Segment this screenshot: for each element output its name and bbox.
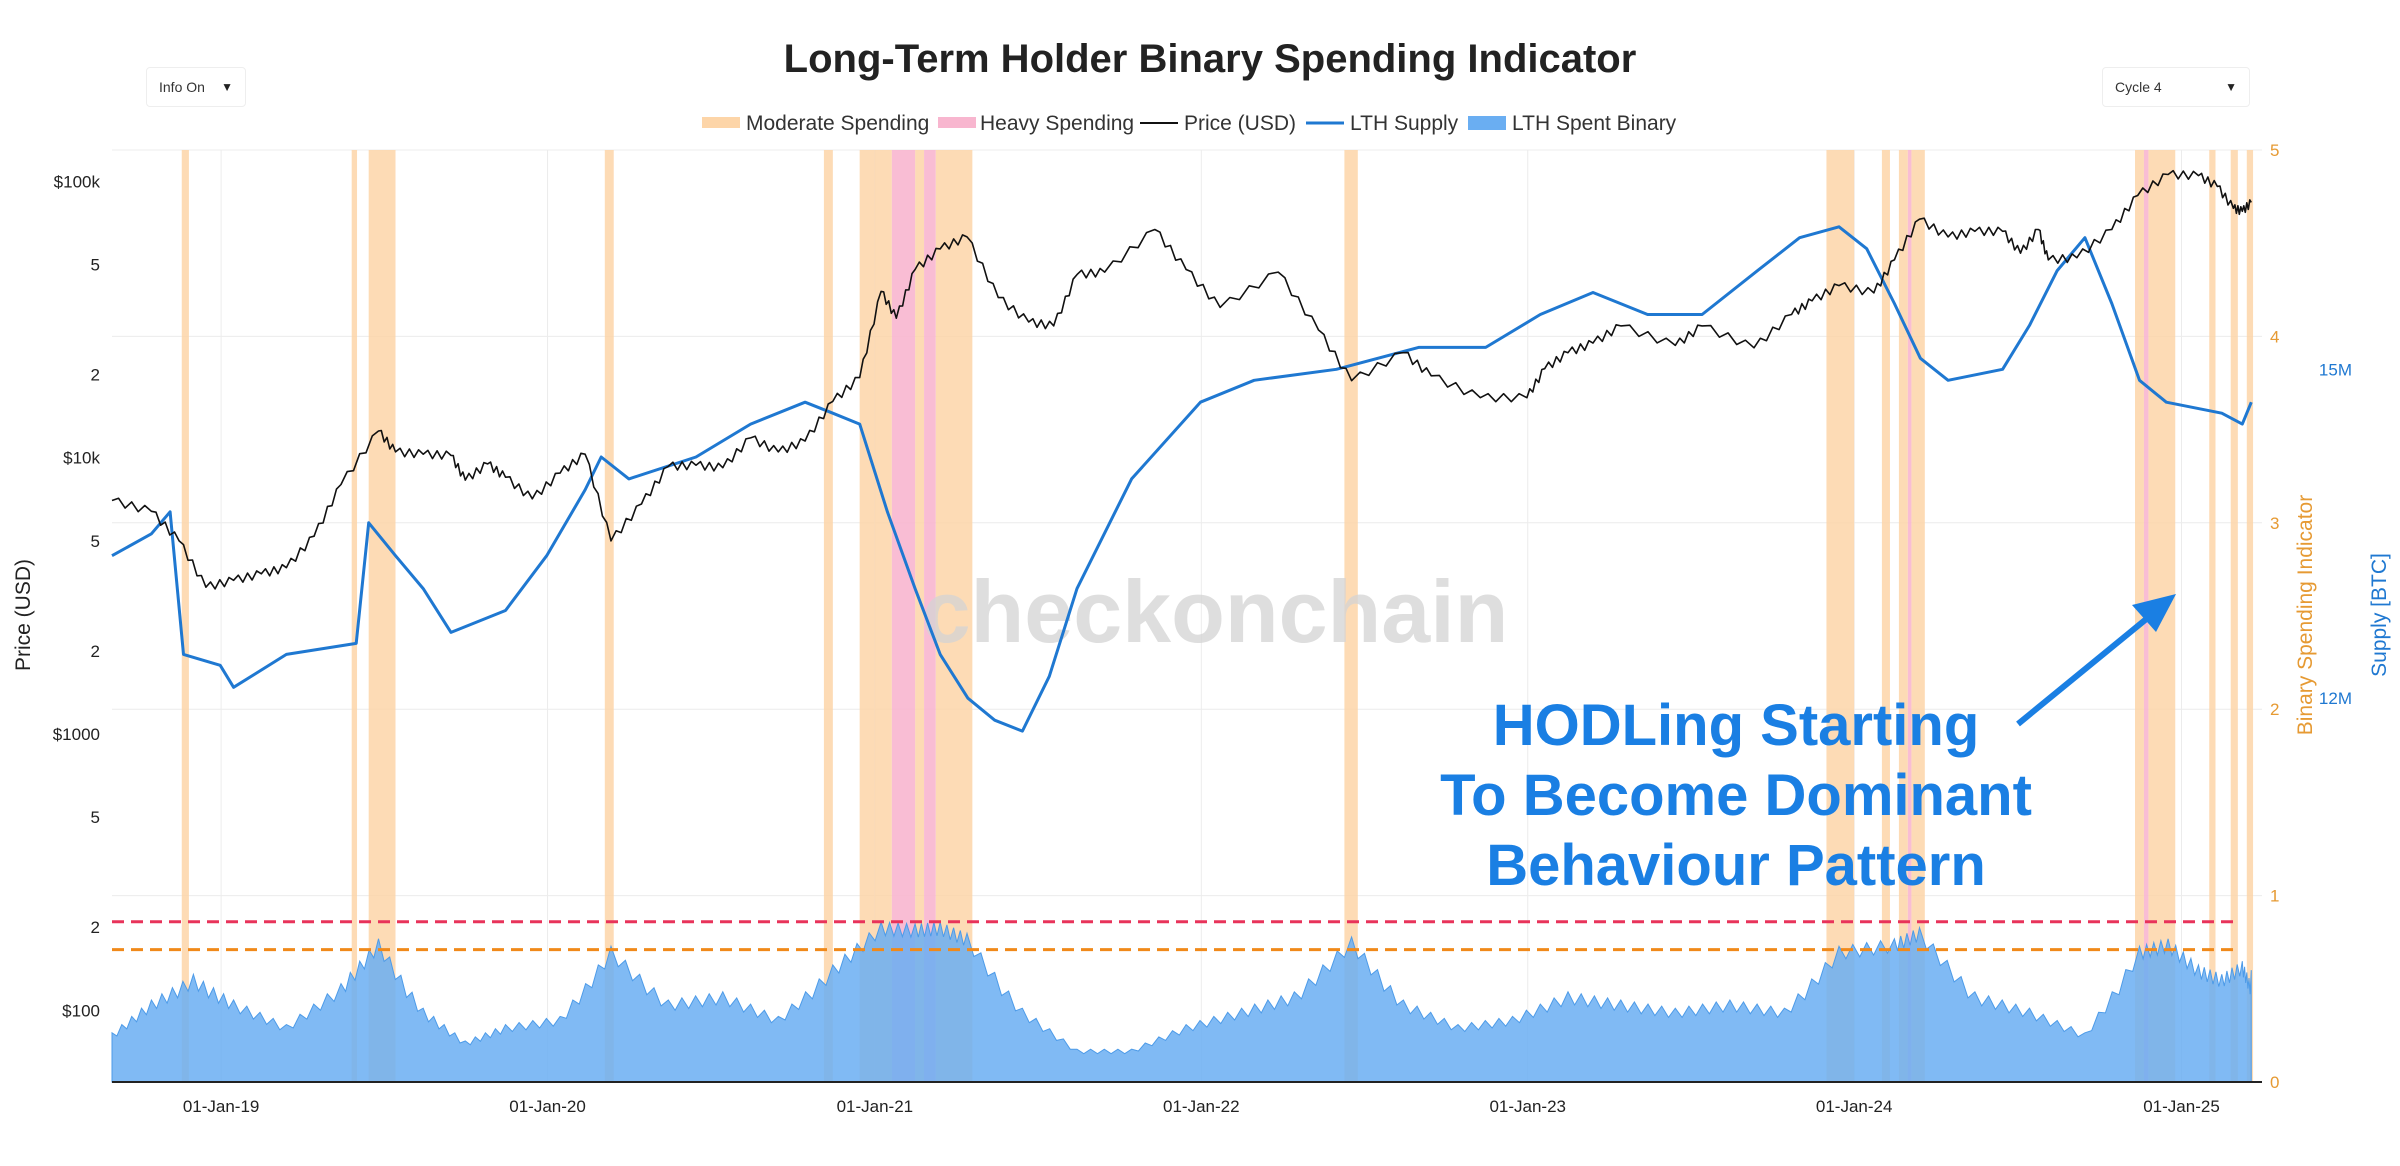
heavy-spending-band bbox=[891, 150, 916, 1082]
chevron-down-icon: ▼ bbox=[2225, 80, 2237, 94]
left-tick-label: 2 bbox=[91, 642, 100, 661]
left-tick-label: 5 bbox=[91, 256, 100, 275]
right-axis-title-binary: Binary Spending Indicator bbox=[2294, 495, 2317, 736]
price-line bbox=[111, 169, 2252, 590]
left-tick-label: $100k bbox=[54, 172, 101, 191]
legend-label-lth-spent-binary: LTH Spent Binary bbox=[1512, 112, 1677, 135]
right-binary-tick-label: 3 bbox=[2270, 514, 2279, 533]
chevron-down-icon: ▼ bbox=[221, 80, 233, 94]
legend-item-heavy-spending[interactable]: Heavy Spending bbox=[938, 112, 1134, 135]
x-tick-label: 01-Jan-20 bbox=[509, 1097, 586, 1116]
moderate-spending-band bbox=[874, 150, 892, 1082]
moderate-spending-band bbox=[915, 150, 925, 1082]
right-binary-tick-label: 4 bbox=[2270, 327, 2279, 346]
moderate-spending-band bbox=[935, 150, 973, 1082]
legend-label-lth-supply: LTH Supply bbox=[1350, 112, 1459, 135]
legend-item-moderate-spending[interactable]: Moderate Spending bbox=[702, 112, 929, 135]
right-binary-tick-label: 2 bbox=[2270, 700, 2279, 719]
price-polyline bbox=[111, 169, 2252, 590]
left-tick-label: $100 bbox=[62, 1001, 100, 1020]
left-tick-label: $10k bbox=[63, 449, 100, 468]
moderate-spending-band bbox=[368, 150, 396, 1082]
right-supply-tick-label: 15M bbox=[2319, 360, 2352, 379]
x-tick-label: 01-Jan-25 bbox=[2143, 1097, 2220, 1116]
annotation-line-2: To Become Dominant bbox=[1440, 763, 2032, 828]
moderate-spending-band bbox=[1826, 150, 1855, 1082]
x-tick-label: 01-Jan-19 bbox=[183, 1097, 260, 1116]
right-supply-tick-label: 12M bbox=[2319, 689, 2352, 708]
cycle-dropdown[interactable]: Cycle 4 ▼ bbox=[2102, 67, 2250, 107]
chart-title: Long-Term Holder Binary Spending Indicat… bbox=[784, 37, 1637, 81]
threshold-lines bbox=[112, 920, 2237, 952]
moderate-spending-band bbox=[859, 150, 875, 1082]
annotation-line-1: HODLing Starting bbox=[1493, 693, 1980, 758]
legend-item-lth-spent-binary[interactable]: LTH Spent Binary bbox=[1468, 112, 1677, 135]
lth-spent-binary-area bbox=[111, 920, 2252, 1083]
x-tick-label: 01-Jan-22 bbox=[1163, 1097, 1240, 1116]
annotation-arrow-head bbox=[2132, 594, 2176, 632]
lth-spent-binary-fill bbox=[111, 920, 2252, 1083]
left-axis-title: Price (USD) bbox=[12, 559, 35, 671]
moderate-spending-band bbox=[2246, 150, 2254, 1082]
annotation-line-3: Behaviour Pattern bbox=[1486, 833, 1986, 898]
moderate-spending-band bbox=[351, 150, 358, 1082]
watermark: checkonchain bbox=[922, 562, 1509, 661]
right-binary-tick-label: 0 bbox=[2270, 1073, 2279, 1092]
info-dropdown-value: Info On bbox=[159, 79, 205, 95]
legend-item-price[interactable]: Price (USD) bbox=[1140, 112, 1296, 135]
lth-supply-polyline bbox=[111, 225, 2253, 733]
axes: 01-Jan-19 01-Jan-20 01-Jan-21 01-Jan-22 01-J… bbox=[53, 141, 2352, 1116]
lth-supply-line bbox=[111, 225, 2253, 733]
heavy-spending-band bbox=[924, 150, 936, 1082]
annotation-arrow-shaft bbox=[2016, 613, 2152, 727]
right-binary-tick-label: 1 bbox=[2270, 887, 2279, 906]
left-tick-label: 2 bbox=[91, 366, 100, 385]
right-binary-tick-label: 5 bbox=[2270, 141, 2279, 160]
legend-label-heavy-spending: Heavy Spending bbox=[980, 112, 1134, 135]
moderate-spending-band bbox=[1344, 150, 1358, 1082]
moderate-spending-band bbox=[1881, 150, 1890, 1082]
moderate-spending-band bbox=[2230, 150, 2238, 1082]
moderate-spending-band bbox=[1911, 150, 1925, 1082]
x-tick-label: 01-Jan-21 bbox=[837, 1097, 914, 1116]
x-tick-label: 01-Jan-23 bbox=[1489, 1097, 1566, 1116]
legend-label-price: Price (USD) bbox=[1184, 112, 1296, 135]
legend-item-lth-supply[interactable]: LTH Supply bbox=[1306, 112, 1459, 135]
left-tick-label: 2 bbox=[91, 918, 100, 937]
legend-label-moderate-spending: Moderate Spending bbox=[746, 112, 929, 135]
moderate-spending-band bbox=[2209, 150, 2216, 1082]
moderate-spending-band bbox=[2135, 150, 2144, 1082]
right-axis-title-supply: Supply [BTC] bbox=[2368, 553, 2391, 677]
x-tick-label: 01-Jan-24 bbox=[1816, 1097, 1893, 1116]
cycle-dropdown-value: Cycle 4 bbox=[2115, 79, 2162, 95]
moderate-spending-band bbox=[1898, 150, 1908, 1082]
left-tick-label: $1000 bbox=[53, 725, 100, 744]
moderate-spending-band bbox=[604, 150, 614, 1082]
heavy-spending-band bbox=[1907, 150, 1912, 1082]
legend: Moderate Spending Heavy Spending Price (… bbox=[702, 112, 1677, 135]
info-dropdown[interactable]: Info On ▼ bbox=[146, 67, 246, 107]
left-tick-label: 5 bbox=[91, 532, 100, 551]
left-tick-label: 5 bbox=[91, 808, 100, 827]
moderate-spending-band bbox=[823, 150, 833, 1082]
annotation: HODLing Starting To Become Dominant Beha… bbox=[1440, 594, 2176, 898]
moderate-spending-band bbox=[181, 150, 189, 1082]
